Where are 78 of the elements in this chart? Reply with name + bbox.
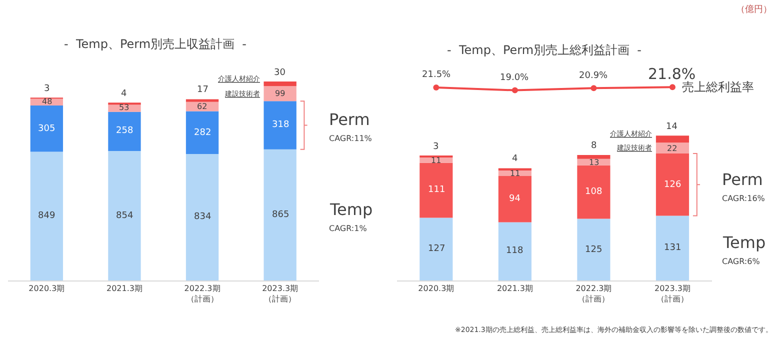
data-label: 865 [272,210,290,220]
bar [656,136,690,143]
chart-title: - Temp、Perm別売上総利益計画 - [447,43,642,57]
data-label: 21.5% [422,70,452,80]
bar [186,111,219,154]
data-label: 8 [591,141,597,151]
text: Perm [722,170,763,189]
data-label: 53 [119,103,130,112]
data-label: 111 [428,185,446,195]
bar [420,162,453,218]
x-tick-label: 2023.3期（計画） [654,284,690,304]
data-label: 19.0% [500,73,530,83]
data-label: 11 [431,156,442,165]
text: Temp [329,200,373,219]
data-label: 30 [274,68,286,78]
data-label: 3 [433,142,439,152]
chart-title: - Temp、Perm別売上収益計画 - [64,37,247,51]
data-label: 834 [194,212,212,222]
data-label: 305 [38,124,56,134]
bar [108,151,141,281]
x-tick-label: 2022.3期（計画） [576,284,612,304]
data-label: 14 [666,122,678,132]
data-label: 22 [667,144,678,153]
data-label: 99 [275,89,286,98]
bar [264,86,296,102]
text: CAGR:6% [722,257,760,266]
data-label: 17 [197,85,208,95]
bar [186,102,219,112]
bar [577,218,610,281]
data-label: 127 [428,244,446,254]
x-tick-label: 2020.3期 [28,284,65,294]
bar [420,218,453,281]
data-label: 3 [44,84,50,94]
bar [656,153,690,216]
bar [186,99,219,102]
series-label: 売上総利益率 [682,80,754,94]
x-tick-label: 2023.3期（計画） [262,284,298,304]
bar [264,149,296,281]
data-label: 4 [512,154,518,164]
data-label: 11 [510,169,520,178]
data-label: 118 [506,246,524,256]
data-label: 108 [585,187,602,197]
text: CAGR:1% [329,224,368,233]
text: CAGR:11% [329,134,372,143]
data-label: 48 [42,97,52,106]
data-label: 849 [38,211,56,221]
data-label: 62 [197,102,208,111]
data-label: 13 [589,158,600,167]
data-label: 126 [664,180,682,190]
bar [30,152,64,281]
bar [656,142,690,154]
x-tick-label: 2022.3期（計画） [184,284,220,304]
text: （億円） [736,4,772,15]
data-label: 854 [116,211,134,221]
x-tick-label: 2021.3期 [496,284,533,294]
data-label: 20.9% [579,71,608,81]
text: CAGR:16% [722,194,766,203]
data-label: 131 [664,243,682,253]
x-tick-label: 2020.3期 [418,284,454,294]
bar [108,112,141,151]
data-label: 258 [116,126,134,136]
data-label: 318 [272,120,290,130]
bar [498,176,532,222]
text: Temp [722,233,766,252]
x-tick-label: 2021.3期 [106,284,142,294]
text: Perm [329,110,370,129]
data-label: 125 [585,245,602,255]
bar [264,82,296,86]
bar [186,154,219,281]
bar [264,101,296,150]
bar [30,106,64,152]
data-label: 4 [121,89,127,99]
data-label: 94 [509,194,521,204]
bar [577,165,610,219]
bar [656,216,690,281]
data-label: 282 [194,128,212,138]
bar [498,222,532,281]
bar [577,154,610,159]
